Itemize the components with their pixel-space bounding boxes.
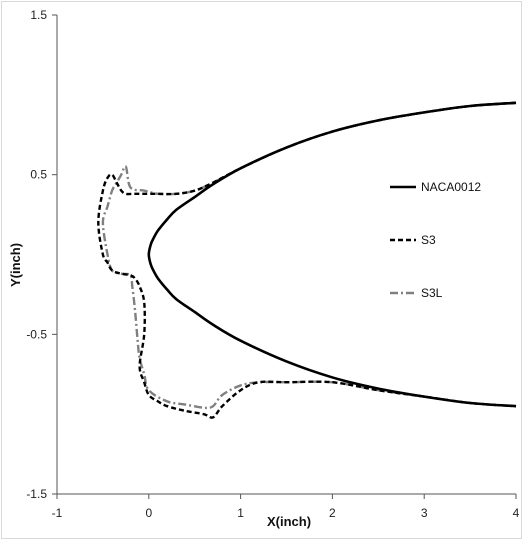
y-tick-label: -1.5: [26, 487, 47, 501]
series-line-s3l: [101, 101, 517, 410]
y-tick-label: 0.5: [30, 168, 47, 182]
legend: NACA0012 S3 S3L: [390, 180, 481, 300]
x-tick-label: 1: [237, 506, 244, 520]
legend-label-s3l: S3L: [421, 286, 443, 300]
x-tick-label: 4: [513, 506, 520, 520]
series-line-s3: [97, 101, 517, 419]
x-axis-title: X(inch): [267, 514, 311, 529]
legend-label-naca0012: NACA0012: [421, 180, 481, 194]
series-line-naca0012: [147, 101, 517, 408]
x-tick-label: 3: [421, 506, 428, 520]
y-axis-title: Y(inch): [8, 243, 23, 287]
y-tick-label: 1.5: [30, 8, 47, 22]
axes: [52, 14, 517, 499]
x-tick-label: 0: [145, 506, 152, 520]
y-tick-label: -0.5: [26, 327, 47, 341]
plot-area: [97, 101, 517, 419]
tick-labels: -1 0 1 2 3 4 1.5 0.5 -0.5 -1.5: [26, 8, 519, 520]
x-tick-label: 2: [329, 506, 336, 520]
legend-label-s3: S3: [421, 233, 436, 247]
x-tick-label: -1: [52, 506, 63, 520]
